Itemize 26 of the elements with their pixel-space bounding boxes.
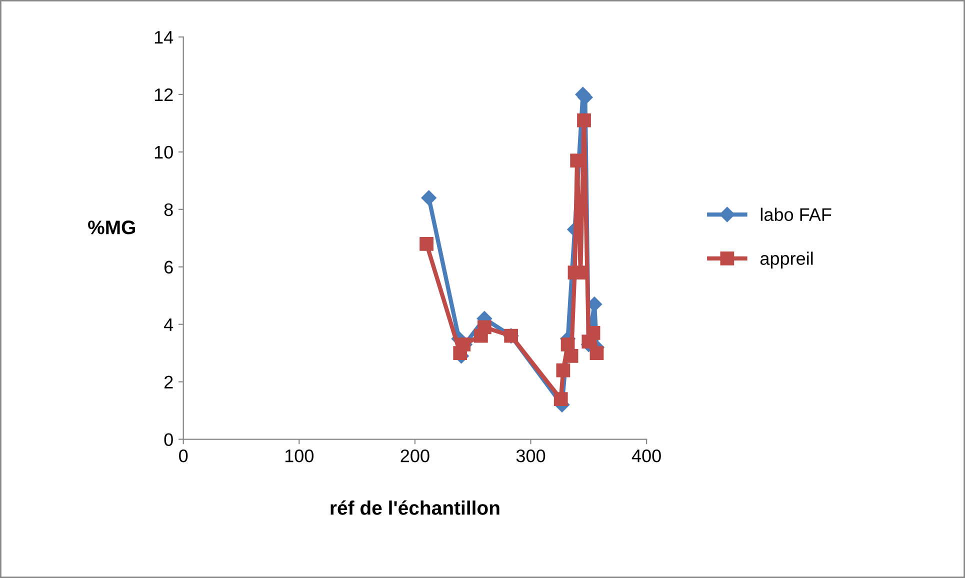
legend-label: labo FAF	[760, 208, 832, 222]
point	[564, 349, 578, 363]
point	[554, 392, 568, 406]
point	[586, 326, 600, 340]
point	[556, 363, 570, 378]
point	[421, 190, 436, 206]
y-tick-label: 6	[164, 260, 173, 274]
y-tick-label: 2	[164, 376, 173, 388]
point	[590, 346, 604, 360]
x-tick-label: 200	[400, 449, 430, 462]
point	[420, 236, 434, 251]
x-tick-label: 400	[632, 449, 661, 462]
x-axis-title: réf de l'échantillon	[330, 500, 500, 515]
y-tick-label: 12	[154, 88, 173, 102]
y-tick-label: 8	[164, 203, 173, 216]
y-tick-label: 0	[164, 433, 173, 446]
y-tick-label: 10	[154, 146, 173, 159]
point	[477, 320, 492, 334]
x-tick-label: 0	[179, 449, 188, 462]
x-tick-label: 100	[285, 449, 314, 462]
x-tick-label: 300	[516, 449, 546, 462]
point	[577, 113, 591, 128]
y-tick-label: 14	[154, 31, 174, 44]
y-axis-title: %MG	[88, 220, 135, 234]
legend-label: appreil	[760, 252, 813, 269]
y-tick-label: 4	[164, 318, 174, 331]
